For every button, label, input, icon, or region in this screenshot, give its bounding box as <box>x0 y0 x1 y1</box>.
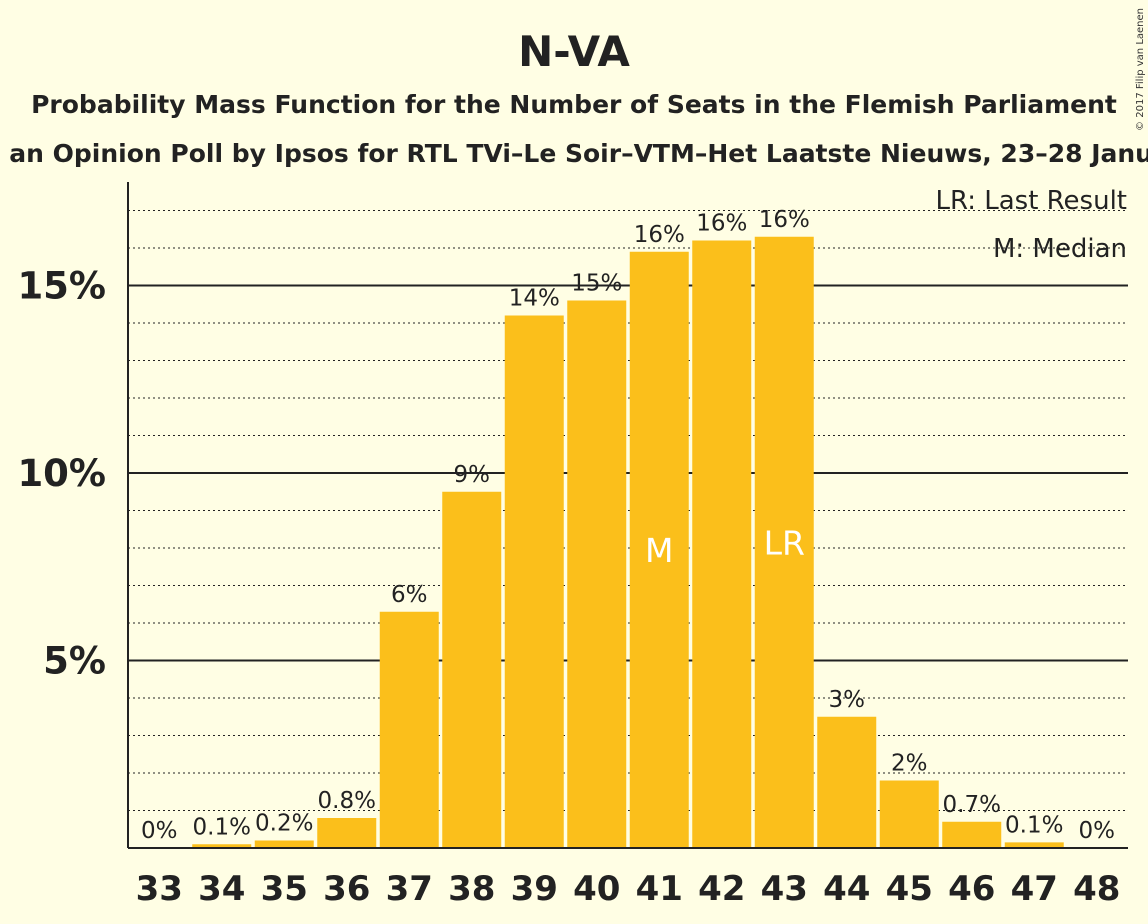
data-label-39: 14% <box>509 286 560 312</box>
bar-34 <box>192 844 252 848</box>
x-tick-label-41: 41 <box>636 869 683 909</box>
chart-title: N-VA <box>518 27 630 76</box>
y-tick-label: 5% <box>43 640 106 683</box>
x-tick-label-44: 44 <box>823 869 870 909</box>
data-label-41: 16% <box>634 222 685 248</box>
x-tick-label-45: 45 <box>886 869 933 909</box>
x-tick-label-39: 39 <box>511 869 558 909</box>
bar-40 <box>567 300 627 848</box>
data-label-37: 6% <box>391 582 428 608</box>
bar-45 <box>879 780 939 848</box>
chart-subtitle: Probability Mass Function for the Number… <box>31 90 1117 119</box>
data-label-48: 0% <box>1079 818 1116 844</box>
bar-37 <box>379 611 439 848</box>
legend: LR: Last Result M: Median <box>935 186 1127 264</box>
x-tick-label-34: 34 <box>198 869 245 909</box>
bar-47 <box>1004 842 1064 848</box>
chart-subtitle-source: Based on an Opinion Poll by Ipsos for RT… <box>0 139 1148 168</box>
bar-35 <box>254 840 314 848</box>
legend-entry: M: Median <box>993 234 1127 264</box>
data-label-38: 9% <box>454 462 491 488</box>
legend-entry: LR: Last Result <box>935 186 1127 216</box>
x-tick-label-48: 48 <box>1073 869 1120 909</box>
data-label-45: 2% <box>891 751 928 777</box>
data-label-36: 0.8% <box>318 788 376 814</box>
x-tick-label-46: 46 <box>948 869 995 909</box>
data-label-43: 16% <box>759 207 810 233</box>
x-tick-label-43: 43 <box>761 869 808 909</box>
data-label-47: 0.1% <box>1005 812 1063 838</box>
grid <box>128 210 1128 811</box>
bar-38 <box>442 491 502 848</box>
y-tick-label: 15% <box>17 265 106 308</box>
x-tick-label-40: 40 <box>573 869 620 909</box>
marker-M: M <box>645 531 673 570</box>
bar-36 <box>317 818 377 848</box>
axes: 5% 10% 15% 33 34 35 36 37 38 39 40 41 42 43 44 45 46 47 48 <box>17 182 1128 909</box>
x-tick-label-47: 47 <box>1011 869 1058 909</box>
bar-46 <box>942 821 1002 848</box>
bar-41 <box>629 251 689 848</box>
marker-LR: LR <box>764 523 805 562</box>
data-label-40: 15% <box>571 271 622 297</box>
data-label-35: 0.2% <box>255 811 313 837</box>
bar-42 <box>692 240 752 848</box>
copyright-text: © 2017 Filip van Laenen <box>1135 8 1146 131</box>
data-label-33: 0% <box>141 818 178 844</box>
y-tick-label: 10% <box>17 452 106 495</box>
x-tick-label-36: 36 <box>323 869 370 909</box>
x-tick-label-38: 38 <box>448 869 495 909</box>
x-tick-label-42: 42 <box>698 869 745 909</box>
x-tick-label-37: 37 <box>386 869 433 909</box>
x-tick-label-35: 35 <box>261 869 308 909</box>
data-label-42: 16% <box>696 211 747 237</box>
data-label-44: 3% <box>829 687 866 713</box>
bars: 0% 0.1% 0.2%0.8%6%9%14%15%16% 16% 16%3%2%0.7… <box>141 207 1115 848</box>
data-label-34: 0.1% <box>193 814 251 840</box>
x-tick-label-33: 33 <box>136 869 183 909</box>
bar-43 <box>754 236 814 848</box>
bar-44 <box>817 716 877 848</box>
bar-39 <box>504 315 564 848</box>
data-label-46: 0.7% <box>943 792 1001 818</box>
